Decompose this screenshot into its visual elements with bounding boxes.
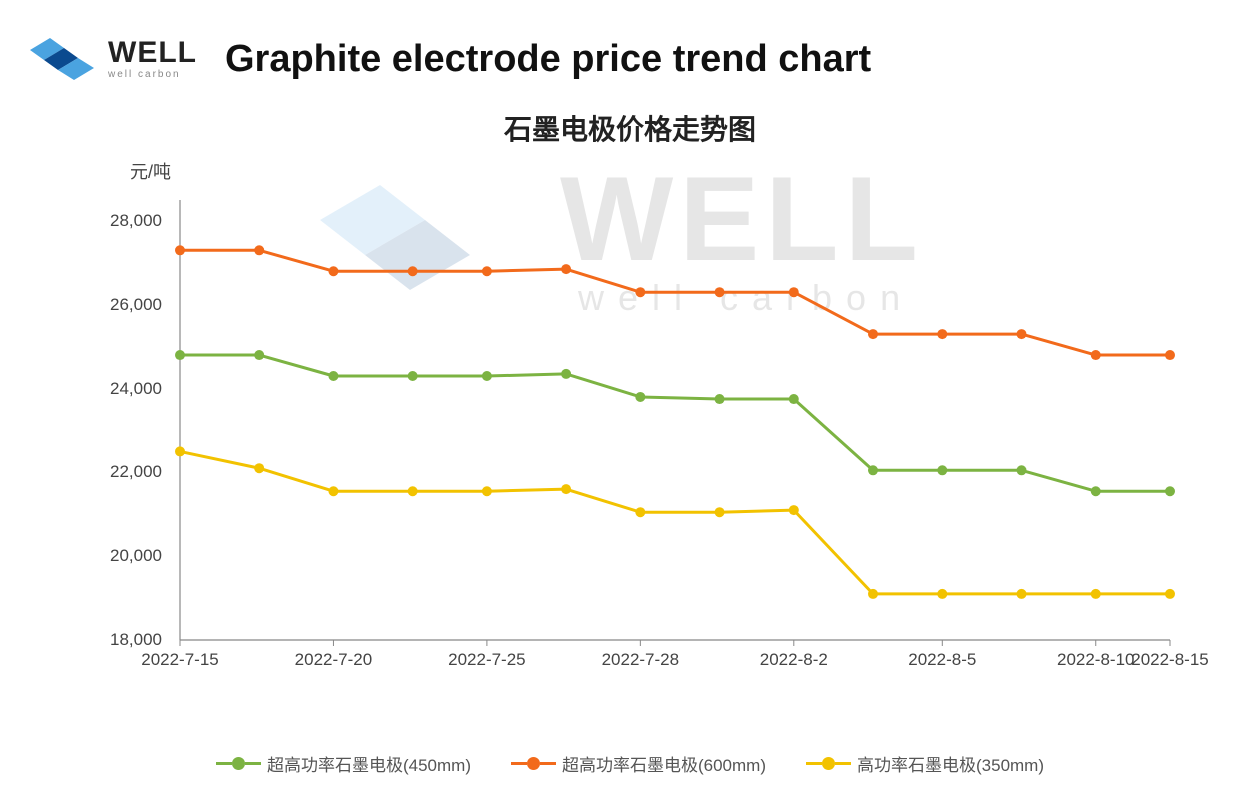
y-tick-label: 22,000: [110, 462, 162, 482]
price-trend-chart: [170, 190, 1190, 670]
legend-label: 超高功率石墨电极(450mm): [267, 751, 471, 776]
page-title: Graphite electrode price trend chart: [225, 38, 871, 81]
x-tick-label: 2022-7-20: [288, 650, 378, 670]
header: WELL well carbon Graphite electrode pric…: [28, 36, 871, 82]
y-tick-label: 26,000: [110, 295, 162, 315]
y-tick-label: 28,000: [110, 211, 162, 231]
logo-text-main: WELL: [108, 38, 197, 68]
y-tick-label: 20,000: [110, 546, 162, 566]
logo-text-sub: well carbon: [108, 70, 197, 80]
chart-title-cn: 石墨电极价格走势图: [0, 108, 1260, 148]
x-tick-label: 2022-7-25: [442, 650, 532, 670]
chart-legend: 超高功率石墨电极(450mm) 超高功率石墨电极(600mm) 高功率石墨电极(…: [0, 751, 1260, 776]
y-tick-label: 24,000: [110, 379, 162, 399]
x-tick-label: 2022-7-15: [135, 650, 225, 670]
legend-label: 高功率石墨电极(350mm): [857, 751, 1044, 776]
x-tick-label: 2022-8-5: [897, 650, 987, 670]
legend-swatch-icon: [511, 757, 556, 770]
legend-swatch-icon: [806, 757, 851, 770]
legend-label: 超高功率石墨电极(600mm): [562, 751, 766, 776]
x-tick-label: 2022-8-2: [749, 650, 839, 670]
legend-item-350mm: 高功率石墨电极(350mm): [806, 751, 1044, 776]
legend-item-600mm: 超高功率石墨电极(600mm): [511, 751, 766, 776]
y-axis-label: 元/吨: [130, 158, 171, 184]
legend-item-450mm: 超高功率石墨电极(450mm): [216, 751, 471, 776]
legend-swatch-icon: [216, 757, 261, 770]
x-tick-label: 2022-7-28: [595, 650, 685, 670]
y-tick-label: 18,000: [110, 630, 162, 650]
logo-mark-icon: [28, 36, 98, 82]
brand-logo: WELL well carbon: [28, 36, 197, 82]
chart-svg: [170, 190, 1190, 670]
x-tick-label: 2022-8-15: [1125, 650, 1215, 670]
